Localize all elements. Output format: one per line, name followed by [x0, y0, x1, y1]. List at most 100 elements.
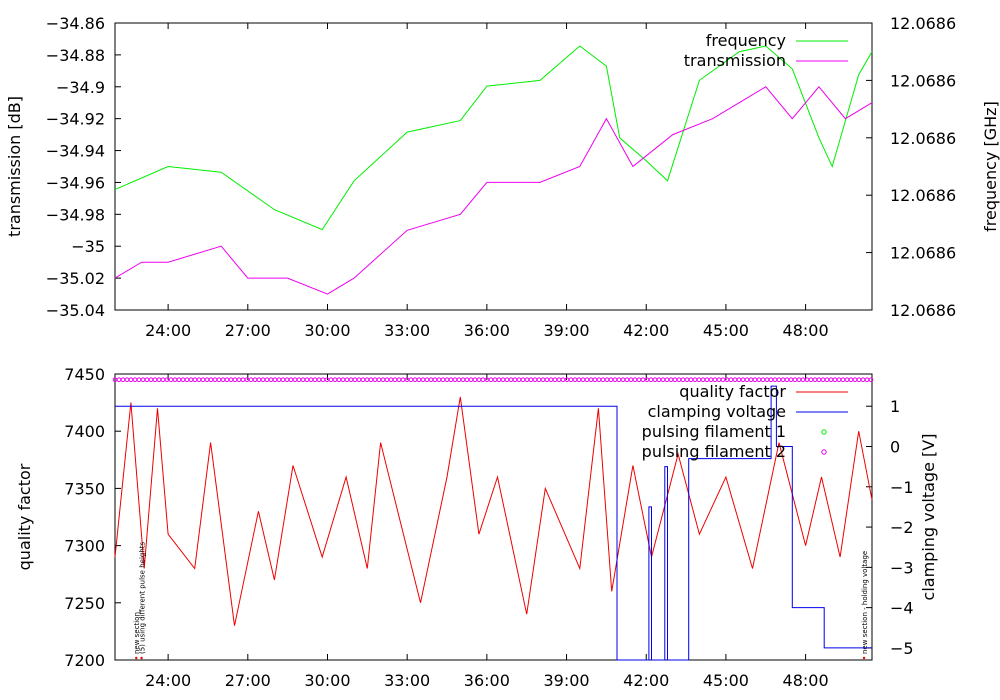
series-line — [115, 385, 872, 661]
series-marker — [232, 377, 238, 383]
series-marker — [444, 377, 450, 383]
series-marker — [252, 377, 258, 383]
series-marker — [420, 377, 426, 383]
series-marker — [548, 377, 554, 383]
series-marker — [572, 377, 578, 383]
series-marker — [144, 377, 150, 383]
series-marker — [416, 377, 422, 383]
series-marker — [412, 377, 418, 383]
series-marker — [132, 377, 138, 383]
series-line — [114, 45, 873, 231]
series-marker — [380, 377, 386, 383]
series-marker — [676, 377, 682, 383]
series-marker — [172, 377, 178, 383]
series-marker — [720, 377, 726, 383]
y2-tick-label: −2 — [890, 518, 914, 537]
series-marker — [600, 377, 606, 383]
series-marker — [452, 377, 458, 383]
series-marker — [400, 377, 406, 383]
series-marker — [828, 377, 834, 383]
series-marker — [772, 377, 778, 383]
series-marker — [836, 377, 842, 383]
series-marker — [812, 377, 818, 383]
series-line — [114, 396, 873, 626]
series-marker — [648, 377, 654, 383]
series-marker — [200, 377, 206, 383]
annotation-marker — [140, 656, 143, 660]
series-marker — [692, 377, 698, 383]
series-marker — [356, 377, 362, 383]
annotation-marker — [135, 656, 138, 660]
series-marker — [560, 377, 566, 383]
series-marker — [716, 377, 722, 383]
x-tick-label: 39:00 — [543, 671, 589, 690]
y-tick-label: −34.94 — [46, 142, 105, 161]
series-marker — [508, 377, 514, 383]
y2-tick-label: −3 — [890, 558, 914, 577]
y2-tick-label: 12.0686 — [890, 14, 956, 33]
series-marker — [240, 377, 246, 383]
series-marker — [188, 377, 194, 383]
series-marker — [348, 377, 354, 383]
series-marker — [140, 377, 146, 383]
series-marker — [556, 377, 562, 383]
plot-area — [112, 377, 874, 661]
y2-tick-label: −4 — [890, 599, 914, 618]
series-marker — [196, 377, 202, 383]
series-marker — [536, 377, 542, 383]
series-marker — [388, 377, 394, 383]
y-axis-label: quality factor — [15, 463, 34, 570]
panel-2: 24:00 27:00 30:00 33:00 36:00 39:00 42:00 45:00… — [15, 365, 938, 690]
y-tick-label: −35.02 — [46, 269, 105, 288]
annotation-note: new section - holding voltage — [861, 551, 869, 654]
x-tick-label: 24:00 — [145, 671, 191, 690]
x-tick-label: 33:00 — [384, 671, 430, 690]
series-marker — [224, 377, 230, 383]
series-marker — [632, 377, 638, 383]
series-marker — [496, 377, 502, 383]
series-marker — [516, 377, 522, 383]
x-tick-label: 30:00 — [304, 671, 350, 690]
series-marker — [256, 377, 262, 383]
series-marker — [384, 377, 390, 383]
x-tick-label: 36:00 — [464, 671, 510, 690]
series-marker — [504, 377, 510, 383]
series-marker — [284, 377, 290, 383]
series-marker — [368, 377, 374, 383]
series-marker — [748, 377, 754, 383]
series-marker — [316, 377, 322, 383]
y-tick-label: 7450 — [64, 365, 105, 384]
series-marker — [300, 377, 306, 383]
series-marker — [472, 377, 478, 383]
x-tick-label: 39:00 — [543, 321, 589, 340]
series-marker — [220, 377, 226, 383]
series-marker — [820, 377, 826, 383]
series-marker — [656, 377, 662, 383]
series-marker — [852, 377, 858, 383]
series-marker — [288, 377, 294, 383]
series-marker — [712, 377, 718, 383]
series-marker — [320, 377, 326, 383]
series-marker — [304, 377, 310, 383]
series-marker — [476, 377, 482, 383]
y-tick-label: −34.86 — [46, 14, 105, 33]
series-marker — [124, 377, 130, 383]
series-marker — [260, 377, 266, 383]
series-marker — [592, 377, 598, 383]
plot-frame — [114, 22, 873, 311]
series-marker — [432, 377, 438, 383]
series-marker — [752, 377, 758, 383]
series-marker — [588, 377, 594, 383]
series-marker — [520, 377, 526, 383]
series-marker — [212, 377, 218, 383]
series-marker — [360, 377, 366, 383]
series-marker — [488, 377, 494, 383]
legend-label: frequency — [706, 31, 786, 50]
series-marker — [700, 377, 706, 383]
plot-area — [114, 45, 873, 295]
series-marker — [264, 377, 270, 383]
series-marker — [668, 377, 674, 383]
series-marker — [824, 377, 830, 383]
series-marker — [780, 377, 786, 383]
y-tick-label: 7200 — [64, 651, 105, 670]
